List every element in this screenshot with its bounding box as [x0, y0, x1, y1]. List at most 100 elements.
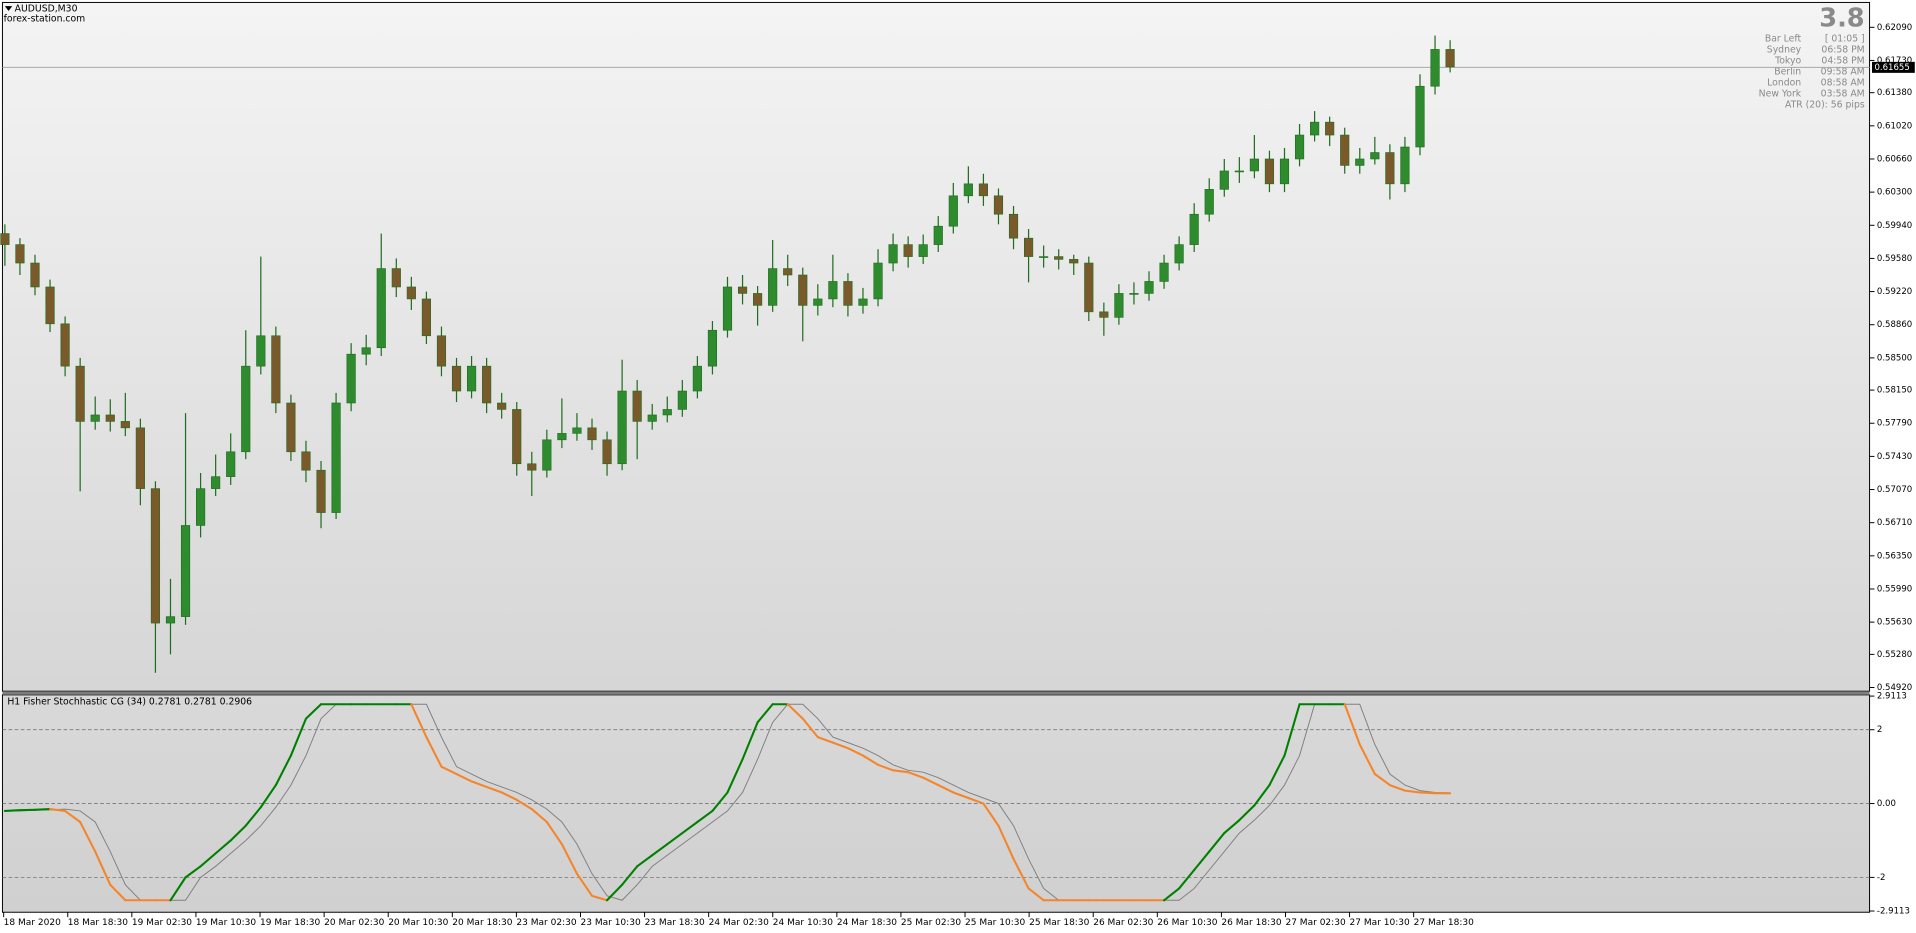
y-tick-label: 0.55280 — [1877, 650, 1912, 660]
candle-body — [211, 476, 221, 489]
x-tick-label: 19 Mar 02:30 — [132, 918, 192, 928]
candle-body — [1415, 85, 1425, 148]
candle-body — [632, 390, 642, 422]
candle-body — [1114, 293, 1124, 318]
fisher-segment — [1012, 857, 1030, 890]
x-tick-label: 25 Mar 10:30 — [965, 918, 1025, 928]
x-tick-label: 20 Mar 18:30 — [452, 918, 512, 928]
x-tick-label: 27 Mar 18:30 — [1414, 918, 1474, 928]
candle-body — [1039, 256, 1049, 258]
fisher-segment — [274, 754, 292, 787]
fisher-segment — [560, 843, 578, 875]
info-atr: ATR (20): 56 pips — [1785, 100, 1865, 111]
candle-body — [1249, 158, 1259, 172]
candle-body — [1340, 134, 1350, 166]
x-tick-label: 24 Mar 18:30 — [837, 918, 897, 928]
candle-body — [451, 365, 462, 392]
candle-body — [692, 365, 702, 392]
y-tick-label: 2.9113 — [1877, 692, 1907, 702]
y-tick-label: 0.55990 — [1877, 584, 1912, 594]
candle-body — [135, 427, 145, 489]
fisher-segment — [651, 843, 669, 857]
y-tick-label: 0.57790 — [1877, 419, 1912, 429]
fisher-segment — [606, 883, 624, 902]
fisher-segment — [997, 824, 1015, 860]
x-tick-label: 27 Mar 02:30 — [1285, 918, 1345, 928]
current-price-label: 0.61655 — [1874, 63, 1909, 73]
candle-body — [421, 298, 431, 337]
x-tick-label: 25 Mar 02:30 — [901, 918, 961, 928]
fisher-segment — [696, 809, 714, 824]
candle-body — [662, 409, 672, 416]
x-tick-label: 27 Mar 10:30 — [1350, 918, 1410, 928]
y-tick-label: 0.57430 — [1877, 452, 1912, 462]
candle-body — [316, 469, 326, 513]
fisher-segment — [982, 802, 1000, 827]
y-tick-label: 0.58500 — [1877, 353, 1912, 363]
fisher-segment — [1358, 743, 1376, 776]
info-label: Berlin — [1774, 67, 1801, 78]
candle-body — [677, 390, 687, 410]
candle-body — [707, 329, 718, 367]
fisher-segment — [64, 809, 82, 824]
fisher-segment — [831, 741, 849, 750]
fisher-segment — [1238, 804, 1256, 822]
candle-body — [1023, 237, 1034, 257]
candle-body — [903, 244, 913, 257]
fisher-segment — [455, 772, 473, 783]
candle-body — [180, 525, 191, 617]
fisher-segment — [786, 703, 804, 720]
fisher-segment — [666, 832, 684, 846]
y-tick-label: 0.61730 — [1877, 56, 1912, 66]
fisher-segment — [816, 736, 834, 744]
x-tick-label: 26 Mar 18:30 — [1221, 918, 1281, 928]
candle-body — [933, 225, 943, 245]
fisher-segment — [741, 721, 759, 761]
candle-body — [1189, 213, 1199, 245]
candle-body — [1370, 152, 1380, 160]
fisher-segment — [1373, 772, 1391, 787]
menu-arrow[interactable] — [4, 6, 13, 11]
candle-body — [15, 244, 25, 264]
y-tick-label: 0.58860 — [1877, 320, 1912, 330]
candle-body — [542, 439, 552, 471]
candle-body — [1219, 170, 1229, 190]
candle-body — [361, 347, 371, 355]
site-label: forex-station.com — [4, 13, 86, 24]
info-value: 06:58 PM — [1821, 45, 1864, 56]
fisher-segment — [530, 808, 548, 824]
info-label: London — [1767, 78, 1801, 89]
candle-body — [617, 390, 627, 465]
fisher-segment — [94, 850, 112, 886]
fisher-segment — [575, 872, 594, 897]
info-label: New York — [1759, 89, 1802, 100]
candle-body — [150, 488, 161, 624]
candle-body — [858, 298, 868, 306]
fisher-segment — [1208, 832, 1226, 853]
candle-body — [1385, 152, 1395, 185]
x-tick-label: 23 Mar 18:30 — [645, 918, 705, 928]
candle-body — [376, 268, 386, 349]
info-label: Sydney — [1767, 45, 1802, 56]
candle-body — [1355, 158, 1365, 166]
candle-body — [241, 365, 251, 453]
info-value: [ 01:05 ] — [1825, 34, 1865, 45]
candle-body — [647, 414, 657, 422]
candle-body — [0, 233, 10, 245]
x-tick-label: 23 Mar 02:30 — [516, 918, 576, 928]
candle-body — [105, 414, 115, 422]
candle-body — [572, 427, 582, 434]
candle-body — [768, 268, 778, 306]
candle-body — [527, 463, 537, 471]
x-tick-label: 18 Mar 2020 — [4, 918, 61, 928]
candle-body — [45, 286, 55, 325]
fisher-segment — [1193, 850, 1211, 872]
candle-body — [1279, 158, 1290, 185]
candle-body — [196, 488, 206, 526]
candle-body — [722, 286, 733, 331]
y-tick-label: 0.58150 — [1877, 386, 1912, 396]
fisher-segment — [681, 820, 699, 835]
main-panel — [1, 1, 1871, 692]
fisher-segment — [937, 784, 955, 794]
